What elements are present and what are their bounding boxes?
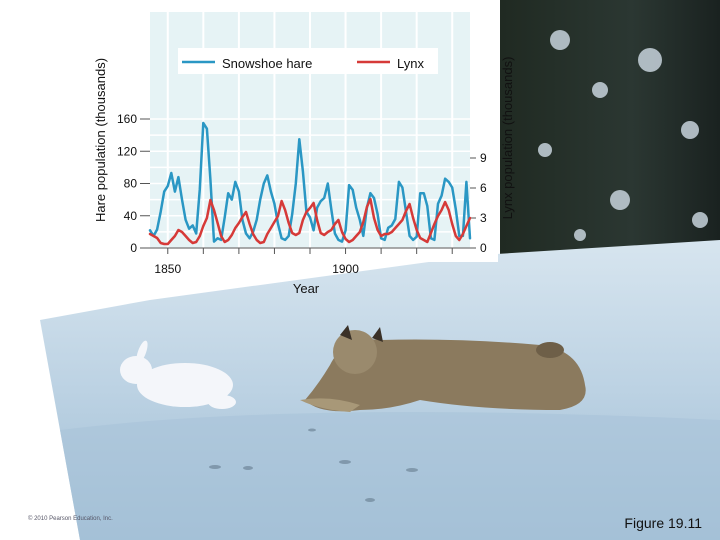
y-axis-title-right: Lynx population (thousands) xyxy=(500,57,515,220)
x-tick-label: 1900 xyxy=(332,262,359,276)
y-tick-label-right: 3 xyxy=(480,211,487,225)
figure-caption: Figure 19.11 xyxy=(624,515,702,531)
y-tick-label-right: 0 xyxy=(480,241,487,255)
copyright-notice: © 2010 Pearson Education, Inc. xyxy=(28,516,113,522)
lynx-figure xyxy=(300,325,586,412)
snow-shadow xyxy=(60,412,720,540)
y-tick-label-left: 120 xyxy=(117,144,137,158)
left-axis-ticks: 0 40 80 120 160 xyxy=(117,112,150,255)
series-line-snowshoe-hare xyxy=(148,121,472,243)
legend-label-lynx: Lynx xyxy=(397,56,424,71)
snow-clumps xyxy=(538,30,708,241)
y-tick-label-left: 160 xyxy=(117,112,137,126)
y-tick-label-right: 6 xyxy=(480,181,487,195)
y-tick-label-left: 40 xyxy=(124,209,138,223)
y-tick-label-left: 80 xyxy=(124,177,138,191)
legend-box xyxy=(178,48,438,74)
x-axis-ticks: 1850 1900 xyxy=(150,247,470,276)
y-tick-label-right: 9 xyxy=(480,151,487,165)
series-line-lynx xyxy=(148,197,472,246)
legend-label-hare: Snowshoe hare xyxy=(222,56,312,71)
y-tick-label-left: 0 xyxy=(130,241,137,255)
snow-tracks xyxy=(209,428,418,502)
hare-figure xyxy=(120,340,236,409)
x-axis-title: Year xyxy=(293,281,320,296)
series-layer xyxy=(148,121,472,246)
y-axis-title-left: Hare population (thousands) xyxy=(93,58,108,222)
x-tick-label: 1850 xyxy=(154,262,181,276)
